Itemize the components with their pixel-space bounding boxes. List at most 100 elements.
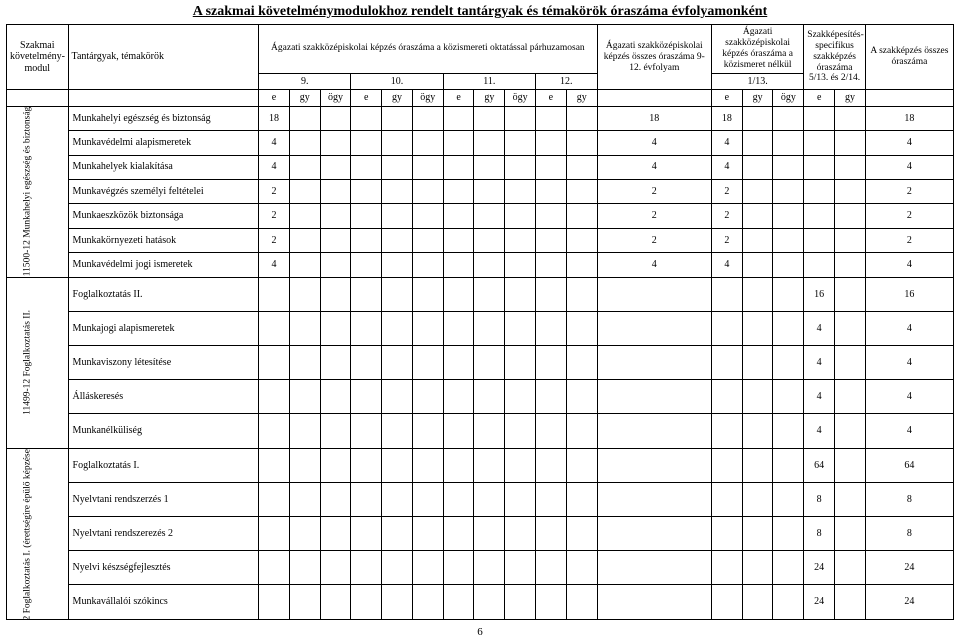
subject-label: Nyelvi készségfejlesztés — [68, 551, 259, 585]
cell — [474, 277, 505, 311]
cell — [320, 106, 351, 130]
cell — [505, 414, 536, 448]
cell — [835, 228, 866, 252]
cell-sum: 4 — [865, 311, 953, 345]
cell — [835, 585, 866, 619]
cell — [259, 414, 290, 448]
cell — [351, 179, 382, 203]
cell — [742, 228, 773, 252]
cell — [443, 380, 474, 414]
subject-label: Munkanélküliség — [68, 414, 259, 448]
cell — [351, 155, 382, 179]
cell-total-912: 18 — [597, 106, 711, 130]
cell — [320, 551, 351, 585]
cell — [566, 311, 597, 345]
cell — [742, 448, 773, 482]
cell — [773, 517, 804, 551]
cell — [320, 585, 351, 619]
cell-total-912: 4 — [597, 155, 711, 179]
cell — [412, 448, 443, 482]
cell — [443, 585, 474, 619]
cell — [742, 311, 773, 345]
cell — [289, 414, 320, 448]
cell — [382, 517, 413, 551]
table-row: Munkahelyek kialakítása4444 — [7, 155, 954, 179]
cell — [505, 204, 536, 228]
cell — [443, 253, 474, 277]
cell — [835, 448, 866, 482]
cell — [773, 253, 804, 277]
cell — [505, 517, 536, 551]
table-row: Nyelvtani rendszerzés 188 — [7, 482, 954, 516]
cell — [289, 585, 320, 619]
cell — [711, 380, 742, 414]
cell — [742, 106, 773, 130]
cell — [351, 311, 382, 345]
cell — [259, 311, 290, 345]
cell — [566, 414, 597, 448]
cell — [773, 179, 804, 203]
cell — [382, 228, 413, 252]
header-113: Ágazati szakközépiskolai képzés óraszáma… — [711, 25, 803, 74]
cell — [505, 311, 536, 345]
cell — [711, 346, 742, 380]
cell — [443, 311, 474, 345]
cell-total-912: 4 — [597, 253, 711, 277]
cell — [773, 277, 804, 311]
cell — [566, 155, 597, 179]
cell-total-912 — [597, 585, 711, 619]
cell-sum: 18 — [865, 106, 953, 130]
cell — [474, 179, 505, 203]
cell — [382, 179, 413, 203]
cell — [443, 414, 474, 448]
cell — [505, 277, 536, 311]
cell-sum: 8 — [865, 482, 953, 516]
cell — [412, 414, 443, 448]
cell-sum: 4 — [865, 253, 953, 277]
header-c11: 11. — [443, 73, 535, 90]
cell — [351, 253, 382, 277]
cell — [474, 517, 505, 551]
cell — [535, 346, 566, 380]
cell: 64 — [804, 448, 835, 482]
cell — [535, 414, 566, 448]
table-row: Munkaviszony létesítése44 — [7, 346, 954, 380]
cell — [443, 131, 474, 155]
cell: 18 — [711, 106, 742, 130]
cell — [773, 311, 804, 345]
header-sum: A szakképzés összes óraszáma — [865, 25, 953, 90]
cell-sum: 4 — [865, 380, 953, 414]
cell — [320, 228, 351, 252]
cell — [320, 517, 351, 551]
cell: 8 — [804, 517, 835, 551]
cell — [835, 414, 866, 448]
cell — [351, 517, 382, 551]
cell — [289, 106, 320, 130]
cell — [773, 448, 804, 482]
cell — [412, 204, 443, 228]
cell — [535, 311, 566, 345]
cell — [474, 346, 505, 380]
cell — [412, 155, 443, 179]
cell — [773, 228, 804, 252]
cell — [320, 346, 351, 380]
subject-label: Álláskeresés — [68, 380, 259, 414]
cell — [412, 253, 443, 277]
subject-label: Foglalkoztatás I. — [68, 448, 259, 482]
cell — [289, 551, 320, 585]
header-514: Szakképesítés-specifikus szakképzés óras… — [804, 25, 866, 90]
cell — [535, 482, 566, 516]
table-row: 11500-12 Munkahelyi egészség és biztonsá… — [7, 106, 954, 130]
cell — [443, 482, 474, 516]
cell — [351, 277, 382, 311]
cell — [351, 551, 382, 585]
cell — [711, 414, 742, 448]
cell — [289, 311, 320, 345]
cell — [259, 482, 290, 516]
cell — [320, 131, 351, 155]
cell — [535, 106, 566, 130]
cell — [505, 551, 536, 585]
cell — [505, 228, 536, 252]
cell — [382, 482, 413, 516]
cell — [259, 517, 290, 551]
